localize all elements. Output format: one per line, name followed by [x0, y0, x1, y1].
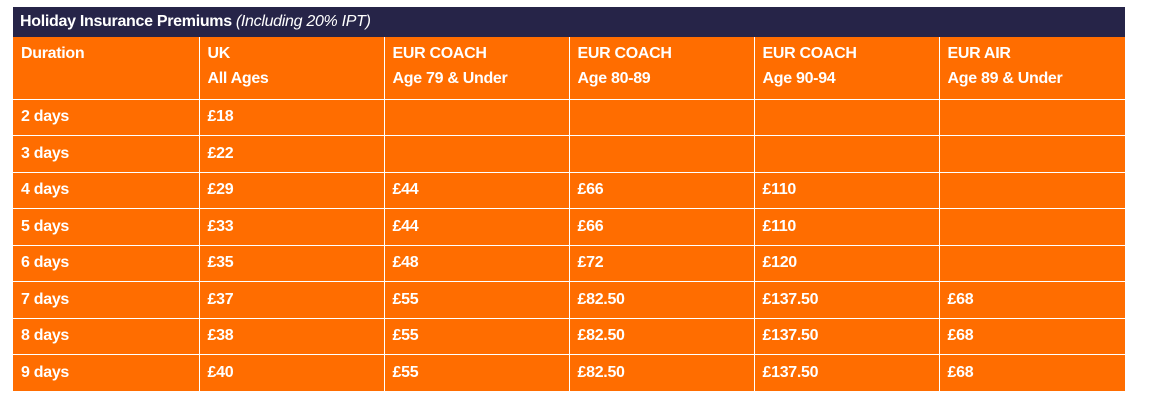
premium-cell [383, 98, 570, 136]
header-line: EUR COACH [762, 45, 858, 62]
premium-cell: £82.50 [568, 281, 755, 319]
premium-cell: £29 [198, 171, 385, 209]
premium-cell [753, 135, 940, 173]
premium-cell: £55 [383, 317, 570, 355]
header-eur-coach-79: EUR COACH Age 79 & Under [383, 37, 570, 100]
premium-cell: £68 [938, 281, 1125, 319]
premium-cell: £44 [383, 171, 570, 209]
premium-cell: £82.50 [568, 317, 755, 355]
header-uk: UK All Ages [198, 37, 385, 100]
duration-cell: 5 days [13, 208, 200, 246]
premium-cell: £44 [383, 208, 570, 246]
duration-cell: 3 days [13, 135, 200, 173]
duration-cell: 9 days [13, 354, 200, 391]
table-row: 3 days £22 [13, 135, 1125, 173]
premium-cell: £110 [753, 171, 940, 209]
premiums-table: Duration UK All Ages EUR COACH Age 79 & Un… [13, 37, 1125, 391]
premium-cell: £37 [198, 281, 385, 319]
premium-cell: £35 [198, 244, 385, 282]
premium-cell: £33 [198, 208, 385, 246]
premium-cell: £137.50 [753, 317, 940, 355]
header-line: EUR COACH [392, 45, 488, 62]
header-line: UK [207, 45, 231, 62]
table-row: 6 days £35 £48 £72 £120 [13, 244, 1125, 282]
table-row: 7 days £37 £55 £82.50 £137.50 £68 [13, 281, 1125, 319]
premium-cell [568, 98, 755, 136]
premium-cell: £68 [938, 317, 1125, 355]
premium-cell [938, 244, 1125, 282]
header-eur-air: EUR AIR Age 89 & Under [938, 37, 1125, 100]
table-header: Duration UK All Ages EUR COACH Age 79 & Un… [13, 37, 1125, 100]
premium-cell: £55 [383, 354, 570, 391]
duration-cell: 2 days [13, 98, 200, 136]
premium-cell: £66 [568, 208, 755, 246]
table-row: 8 days £38 £55 £82.50 £137.50 £68 [13, 317, 1125, 355]
premium-cell: £137.50 [753, 354, 940, 391]
duration-cell: 4 days [13, 171, 200, 209]
premium-cell: £68 [938, 354, 1125, 391]
table-subtitle: (Including 20% IPT) [235, 13, 371, 30]
table-row: 4 days £29 £44 £66 £110 [13, 171, 1125, 209]
header-line: All Ages [207, 70, 269, 87]
premium-cell: £110 [753, 208, 940, 246]
header-line: EUR AIR [947, 45, 1011, 62]
table-title-bar: Holiday Insurance Premiums (Including 20… [13, 7, 1125, 37]
premium-cell [938, 208, 1125, 246]
premium-cell [568, 135, 755, 173]
premium-cell [753, 98, 940, 136]
duration-cell: 7 days [13, 281, 200, 319]
duration-cell: 8 days [13, 317, 200, 355]
table-row: 2 days £18 [13, 98, 1125, 136]
premium-cell: £66 [568, 171, 755, 209]
header-line: Age 80-89 [577, 70, 651, 87]
header-line: EUR COACH [577, 45, 673, 62]
premium-cell: £22 [198, 135, 385, 173]
header-row: Duration UK All Ages EUR COACH Age 79 & Un… [13, 37, 1125, 100]
premium-cell [383, 135, 570, 173]
header-duration: Duration [13, 37, 200, 100]
table-row: 5 days £33 £44 £66 £110 [13, 208, 1125, 246]
premium-cell: £55 [383, 281, 570, 319]
premium-cell: £82.50 [568, 354, 755, 391]
premium-cell [938, 171, 1125, 209]
premium-cell: £38 [198, 317, 385, 355]
premium-cell [938, 135, 1125, 173]
table-body: 2 days £18 3 days £22 4 days £29 £44 £66 £110 5 d… [13, 98, 1125, 391]
header-line: Age 79 & Under [392, 70, 508, 87]
premium-cell: £40 [198, 354, 385, 391]
header-line: Age 89 & Under [947, 70, 1063, 87]
header-eur-coach-90-94: EUR COACH Age 90-94 [753, 37, 940, 100]
premium-cell: £48 [383, 244, 570, 282]
header-line: Age 90-94 [762, 70, 836, 87]
header-line: Duration [21, 45, 85, 62]
table-title: Holiday Insurance Premiums [20, 13, 232, 30]
premium-cell: £72 [568, 244, 755, 282]
duration-cell: 6 days [13, 244, 200, 282]
premium-cell: £120 [753, 244, 940, 282]
header-eur-coach-80-89: EUR COACH Age 80-89 [568, 37, 755, 100]
premiums-table-container: Holiday Insurance Premiums (Including 20… [13, 7, 1125, 391]
premium-cell [938, 98, 1125, 136]
premium-cell: £18 [198, 98, 385, 136]
table-row: 9 days £40 £55 £82.50 £137.50 £68 [13, 354, 1125, 391]
premium-cell: £137.50 [753, 281, 940, 319]
